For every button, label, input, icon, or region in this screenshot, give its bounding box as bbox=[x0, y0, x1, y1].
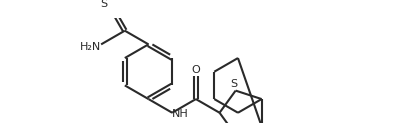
Text: O: O bbox=[191, 65, 200, 75]
Text: H₂N: H₂N bbox=[79, 42, 100, 52]
Text: S: S bbox=[101, 0, 108, 9]
Text: S: S bbox=[230, 79, 237, 89]
Text: NH: NH bbox=[172, 109, 189, 119]
